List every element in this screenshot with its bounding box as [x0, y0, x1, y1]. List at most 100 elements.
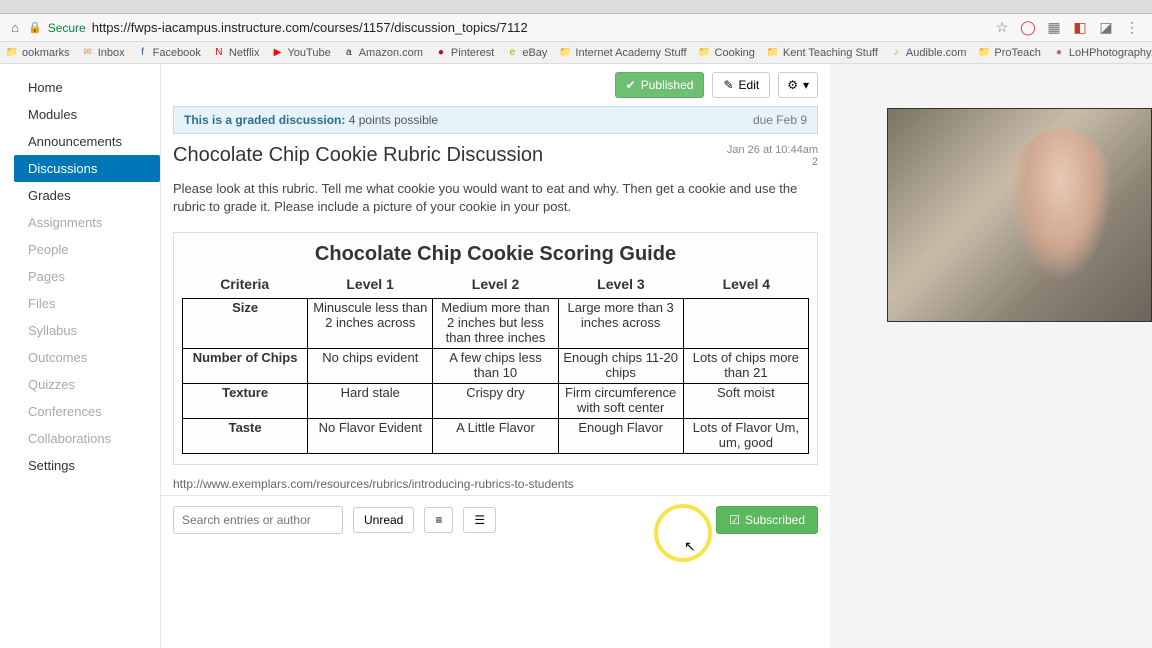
bookmark-item[interactable]: eeBay — [506, 47, 547, 59]
rubric-cell — [683, 299, 808, 349]
table-row: Texture Hard stale Crispy dry Firm circu… — [183, 384, 809, 419]
sidebar-item-modules[interactable]: Modules — [18, 101, 160, 128]
sidebar-item-people[interactable]: People — [18, 236, 160, 263]
address-bar-extensions: ☆ ◯ ▦ ◧ ◪ ⋮ — [994, 20, 1144, 36]
rubric-header: Level 2 — [433, 274, 558, 298]
bookmark-item[interactable]: ▶YouTube — [271, 47, 330, 59]
table-row: Size Minuscule less than 2 inches across… — [183, 299, 809, 349]
sidebar-item-discussions[interactable]: Discussions — [14, 155, 160, 182]
expand-button[interactable]: ☰ — [463, 507, 496, 533]
sidebar-item-home[interactable]: Home — [18, 74, 160, 101]
rubric-cell: Number of Chips — [183, 349, 308, 384]
rubric-header: Level 1 — [307, 274, 432, 298]
bookmark-item[interactable]: fFacebook — [137, 47, 201, 59]
sidebar-item-pages[interactable]: Pages — [18, 263, 160, 290]
expand-icon: ☰ — [474, 513, 485, 527]
rubric-cell: Enough chips 11-20 chips — [558, 349, 683, 384]
rubric-table: Size Minuscule less than 2 inches across… — [182, 298, 809, 453]
sidebar-item-quizzes[interactable]: Quizzes — [18, 371, 160, 398]
bookmark-item[interactable]: aAmazon.com — [343, 47, 423, 59]
rubric-headers: Criteria Level 1 Level 2 Level 3 Level 4 — [182, 274, 809, 298]
check-square-icon: ☑ — [729, 513, 740, 527]
webcam-overlay — [887, 108, 1152, 322]
pencil-icon: ✎ — [723, 78, 733, 92]
sidebar-item-conferences[interactable]: Conferences — [18, 398, 160, 425]
sidebar-item-grades[interactable]: Grades — [18, 182, 160, 209]
subscribed-button[interactable]: ☑Subscribed — [716, 506, 818, 534]
search-input[interactable] — [173, 506, 343, 534]
discussion-toolbar: ✔Published ✎Edit ⚙ ▾ — [161, 64, 830, 106]
table-row: Taste No Flavor Evident A Little Flavor … — [183, 418, 809, 453]
sidebar-item-settings[interactable]: Settings — [18, 452, 160, 479]
bookmarks-bar: 📁ookmarks ✉Inbox fFacebook NNetflix ▶You… — [0, 42, 1152, 64]
bookmark-item[interactable]: ✉Inbox — [82, 47, 125, 59]
bookmark-item[interactable]: ♪Audible.com — [890, 47, 967, 59]
sidebar-item-assignments[interactable]: Assignments — [18, 209, 160, 236]
bookmark-item[interactable]: 📁Kent Teaching Stuff — [767, 47, 878, 59]
sidebar-item-files[interactable]: Files — [18, 290, 160, 317]
points-text: 4 points possible — [345, 113, 438, 127]
discussion-body: Please look at this rubric. Tell me what… — [161, 172, 830, 226]
ext-icon-2[interactable]: ◧ — [1072, 20, 1088, 36]
discussion-footer: Unread ≡ ☰ ☑Subscribed — [161, 495, 830, 544]
star-icon[interactable]: ☆ — [994, 20, 1010, 36]
bookmark-item[interactable]: NNetflix — [213, 47, 260, 59]
rubric-cell: Crispy dry — [433, 384, 558, 419]
rubric-header: Level 3 — [558, 274, 683, 298]
ext-icon-3[interactable]: ◪ — [1098, 20, 1114, 36]
rubric-cell: Texture — [183, 384, 308, 419]
graded-text: This is a graded discussion: — [184, 113, 345, 127]
rubric-cell: Size — [183, 299, 308, 349]
collapse-button[interactable]: ≡ — [424, 507, 453, 533]
discussion-title: Chocolate Chip Cookie Rubric Discussion — [173, 144, 543, 167]
due-date: due Feb 9 — [753, 113, 807, 127]
rubric-image: Chocolate Chip Cookie Scoring Guide Crit… — [173, 232, 818, 464]
lock-icon[interactable]: 🔒 — [28, 21, 42, 34]
chrome-tab-strip — [0, 0, 1152, 14]
rubric-cell: Lots of chips more than 21 — [683, 349, 808, 384]
sidebar-item-outcomes[interactable]: Outcomes — [18, 344, 160, 371]
citation-link[interactable]: http://www.exemplars.com/resources/rubri… — [161, 473, 830, 495]
url-display[interactable]: https://fwps-iacampus.instructure.com/co… — [92, 20, 988, 35]
collapse-icon: ≡ — [435, 513, 442, 527]
rubric-title: Chocolate Chip Cookie Scoring Guide — [182, 239, 809, 274]
bookmark-item[interactable]: 📁ookmarks — [6, 47, 70, 59]
course-sidebar: Home Modules Announcements Discussions G… — [0, 64, 160, 648]
opera-icon[interactable]: ◯ — [1020, 20, 1036, 36]
rubric-cell: Soft moist — [683, 384, 808, 419]
rubric-header: Criteria — [182, 274, 307, 298]
rubric-cell: A Little Flavor — [433, 418, 558, 453]
bookmark-item[interactable]: 📁Cooking — [699, 47, 755, 59]
sidebar-item-collaborations[interactable]: Collaborations — [18, 425, 160, 452]
unread-button[interactable]: Unread — [353, 507, 414, 533]
settings-button[interactable]: ⚙ ▾ — [778, 72, 818, 98]
rubric-cell: Large more than 3 inches across — [558, 299, 683, 349]
published-button[interactable]: ✔Published — [615, 72, 705, 98]
home-icon[interactable]: ⌂ — [8, 21, 22, 35]
rubric-cell: No chips evident — [308, 349, 433, 384]
rubric-cell: Medium more than 2 inches but less than … — [433, 299, 558, 349]
rubric-cell: Firm circumference with soft center — [558, 384, 683, 419]
rubric-cell: Taste — [183, 418, 308, 453]
caret-down-icon: ▾ — [803, 78, 809, 92]
bookmark-item[interactable]: 📁ProTeach — [978, 47, 1040, 59]
bookmark-item[interactable]: ●LoHPhotography.com — [1053, 47, 1152, 59]
gear-icon: ⚙ — [787, 78, 798, 92]
rubric-cell: A few chips less than 10 — [433, 349, 558, 384]
menu-icon[interactable]: ⋮ — [1124, 20, 1140, 36]
address-bar: ⌂ 🔒 Secure https://fwps-iacampus.instruc… — [0, 14, 1152, 42]
secure-label: Secure — [48, 21, 86, 35]
sidebar-item-syllabus[interactable]: Syllabus — [18, 317, 160, 344]
edit-button[interactable]: ✎Edit — [712, 72, 770, 98]
post-meta: Jan 26 at 10:44am 2 — [727, 144, 818, 168]
rubric-header: Level 4 — [684, 274, 809, 298]
posted-time: Jan 26 at 10:44am — [727, 144, 818, 156]
reply-count: 2 — [727, 156, 818, 168]
bookmark-item[interactable]: ●Pinterest — [435, 47, 494, 59]
sidebar-item-announcements[interactable]: Announcements — [18, 128, 160, 155]
bookmark-item[interactable]: 📁Internet Academy Stuff — [559, 47, 686, 59]
main-content: ✔Published ✎Edit ⚙ ▾ This is a graded di… — [160, 64, 830, 648]
graded-banner: This is a graded discussion: 4 points po… — [173, 106, 818, 134]
ext-icon-1[interactable]: ▦ — [1046, 20, 1062, 36]
rubric-cell: Lots of Flavor Um, um, good — [683, 418, 808, 453]
